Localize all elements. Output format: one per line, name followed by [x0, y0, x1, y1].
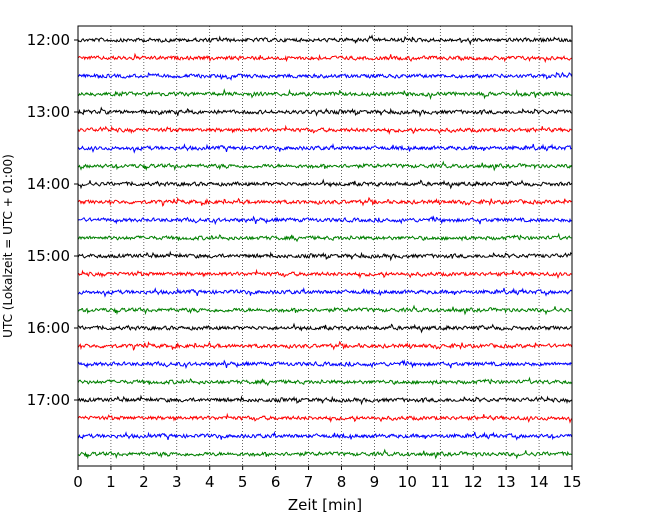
- plot-frame: [77, 25, 573, 467]
- trace-6: [77, 124, 572, 136]
- y-tick-label: 14:00: [27, 175, 70, 193]
- y-tick-label: 17:00: [27, 391, 70, 409]
- trace-17: [77, 322, 572, 334]
- y-tick-label: 15:00: [27, 247, 70, 265]
- trace-7: [77, 143, 572, 154]
- y-axis-label: UTC (Lokalzeit = UTC + 01:00): [1, 154, 15, 338]
- trace-8: [77, 160, 572, 172]
- trace-24: [77, 448, 572, 460]
- x-tick-label: 14: [530, 473, 549, 491]
- x-tick-label: 15: [562, 473, 581, 491]
- x-tick-label: 5: [238, 473, 248, 491]
- traces: [77, 34, 572, 460]
- trace-3: [77, 71, 572, 81]
- trace-4: [77, 88, 572, 101]
- trace-11: [77, 215, 572, 226]
- trace-21: [77, 394, 572, 406]
- x-tick-label: 3: [172, 473, 182, 491]
- x-axis-label: Zeit [min]: [288, 496, 362, 514]
- trace-12: [77, 232, 572, 243]
- trace-13: [77, 250, 572, 262]
- trace-9: [77, 178, 572, 190]
- y-tick-label: 13:00: [27, 103, 70, 121]
- trace-1: [77, 34, 572, 46]
- x-tick-label: 12: [464, 473, 483, 491]
- trace-10: [77, 196, 572, 207]
- x-tick-label: 13: [497, 473, 516, 491]
- x-tick-label: 0: [73, 473, 83, 491]
- trace-2: [77, 52, 572, 64]
- x-tick-label: 1: [106, 473, 116, 491]
- x-tick-label: 9: [370, 473, 380, 491]
- trace-20: [77, 376, 572, 387]
- x-ticks: 0 1 2 3 4 5 6 7 8 9 10 11 12 13 14 15: [73, 466, 582, 491]
- trace-19: [77, 359, 572, 370]
- trace-23: [77, 431, 572, 441]
- y-ticks: 12:00 13:00 14:00 15:00 16:00 17:00: [27, 31, 78, 409]
- trace-15: [77, 287, 572, 298]
- x-tick-label: 6: [271, 473, 281, 491]
- x-tick-label: 10: [398, 473, 417, 491]
- y-tick-label: 16:00: [27, 319, 70, 337]
- x-tick-label: 4: [205, 473, 215, 491]
- y-tick-label: 12:00: [27, 31, 70, 49]
- x-tick-label: 8: [337, 473, 347, 491]
- x-tick-label: 7: [304, 473, 314, 491]
- trace-14: [77, 268, 572, 280]
- trace-22: [77, 412, 572, 424]
- x-tick-label: 2: [139, 473, 149, 491]
- trace-18: [77, 340, 572, 351]
- trace-16: [77, 304, 572, 316]
- trace-5: [77, 106, 572, 118]
- x-tick-label: 11: [431, 473, 450, 491]
